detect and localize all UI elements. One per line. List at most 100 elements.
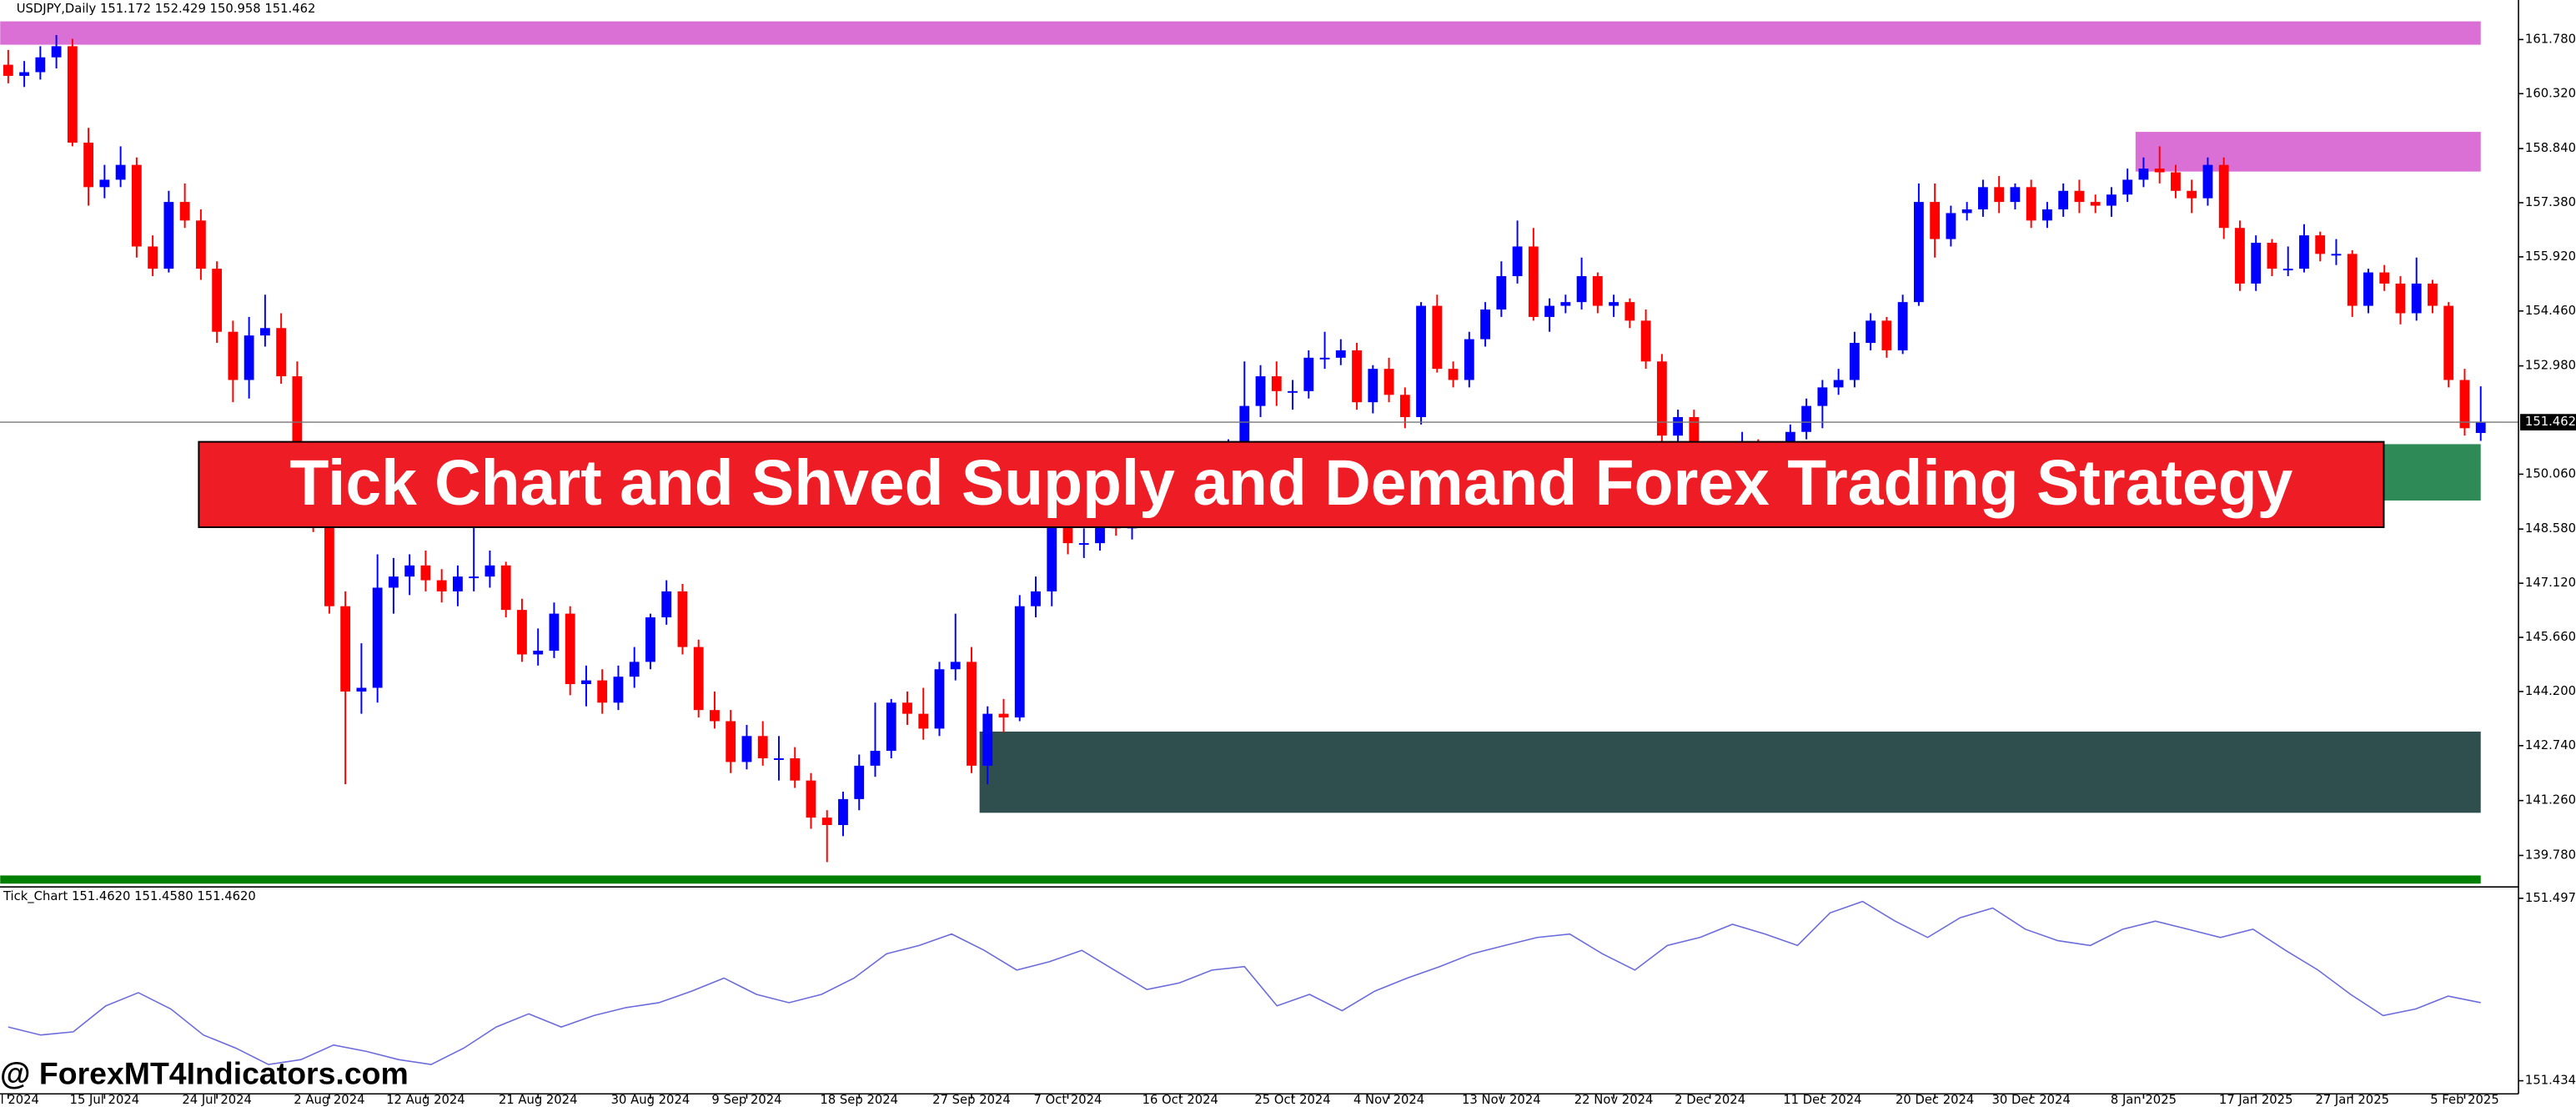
candle-body <box>967 662 977 766</box>
candle-body <box>324 502 334 606</box>
candle-body <box>2202 164 2213 199</box>
candle-body <box>1352 350 1362 403</box>
zone <box>979 731 2481 813</box>
candle-body <box>1078 543 1089 546</box>
candle-body <box>469 576 480 579</box>
candle-body <box>1978 187 1988 209</box>
candle-body <box>485 565 495 577</box>
candle-body <box>2138 169 2149 180</box>
candle-body <box>726 721 736 762</box>
x-tick-label: 30 Aug 2024 <box>611 1093 690 1107</box>
candle-body <box>1833 380 1844 388</box>
candle-body <box>1994 187 2005 203</box>
candle-body <box>2058 190 2069 209</box>
x-tick-label: 22 Nov 2024 <box>1574 1093 1654 1107</box>
last-price-box <box>2520 414 2576 430</box>
x-tick-label: 21 Aug 2024 <box>499 1093 578 1107</box>
indicator-readout: 151.4580 <box>134 889 193 903</box>
y-tick-label: 152.980 <box>2525 359 2576 373</box>
candle-body <box>1255 376 1266 406</box>
candle-body <box>1271 376 1282 391</box>
y-tick-label: 139.780 <box>2525 848 2576 862</box>
x-tick-label: 15 Jul 2024 <box>70 1093 140 1107</box>
candle-body <box>259 328 270 336</box>
candle-body <box>1576 276 1587 303</box>
candle-body <box>212 269 223 332</box>
candle-body <box>2459 380 2470 429</box>
close-readout: 151.462 <box>264 2 315 16</box>
candle-body <box>757 736 768 758</box>
candle-body <box>2251 243 2262 284</box>
candle-body <box>1512 246 1523 277</box>
y-tick-label: 160.320 <box>2525 86 2576 100</box>
y-tick-label: 147.120 <box>2525 576 2576 590</box>
last-price-label: 151.462 <box>2525 415 2576 429</box>
candle-body <box>1897 302 1908 350</box>
y-tick-label: 142.740 <box>2525 738 2576 752</box>
candle-body <box>1528 246 1539 317</box>
candle-body <box>372 587 383 688</box>
candle-body <box>1288 390 1298 393</box>
y-tick-label: 155.920 <box>2525 249 2576 264</box>
candle-body <box>886 702 896 752</box>
candle-body <box>2475 422 2486 433</box>
candle-body <box>67 46 78 143</box>
candle-body <box>1673 416 1684 436</box>
plot-layer: 161.780 160.320 158.840 157.380 155.920 154.4… <box>0 21 2576 1107</box>
zone <box>0 875 2481 884</box>
indicator-readout: 151.4620 <box>197 889 255 903</box>
candle-body <box>453 576 463 591</box>
candle-body <box>1560 302 1571 306</box>
watermark: @ ForexMT4Indicators.com <box>0 1055 409 1090</box>
banner-title: Tick Chart and Shved Supply and Demand F… <box>290 447 2293 519</box>
candle-body <box>2074 190 2085 203</box>
candle-body <box>1480 309 1490 340</box>
y-tick-label: 144.200 <box>2525 684 2576 698</box>
candle-body <box>35 57 46 73</box>
candle-body <box>597 680 608 703</box>
candle-body <box>1913 202 1924 303</box>
x-tick-label: 27 Sep 2024 <box>932 1093 1011 1107</box>
candle-body <box>1496 276 1507 310</box>
candle-body <box>1930 202 1941 239</box>
candle-body <box>195 220 206 269</box>
candle-body <box>533 651 544 655</box>
y-tick-label: 157.380 <box>2525 195 2576 209</box>
x-tick-label: 18 Sep 2024 <box>820 1093 898 1107</box>
candle-body <box>276 328 287 377</box>
candle-body <box>179 202 190 221</box>
candle-body <box>2379 272 2390 284</box>
candle-body <box>2363 272 2373 306</box>
open-readout: 151.172 <box>100 2 151 16</box>
x-tick-label: 30 Dec 2024 <box>1991 1093 2070 1107</box>
candle-body <box>2299 235 2309 269</box>
candle-body <box>2395 283 2406 314</box>
indicator-name: Tick_Chart <box>3 889 68 903</box>
candle-body <box>51 46 62 58</box>
x-tick-label: 2 Aug 2024 <box>294 1093 364 1107</box>
y-tick-label: 151.4979 <box>2525 891 2576 905</box>
candle-body <box>2218 164 2229 229</box>
x-tick-label: 11 Dec 2024 <box>1783 1093 1861 1107</box>
candle-body <box>292 376 303 477</box>
indicator-header: Tick_Chart 151.4620 151.4580 151.4620 <box>3 889 256 903</box>
candle-body <box>645 617 655 662</box>
y-tick-label: 158.840 <box>2525 141 2576 155</box>
x-tick-label: 25 Oct 2024 <box>1254 1093 1330 1107</box>
candle-body <box>549 613 560 652</box>
y-tick-label: 141.260 <box>2525 793 2576 808</box>
zone <box>0 21 2481 45</box>
candle-body <box>2026 187 2036 221</box>
candle-body <box>163 202 174 269</box>
candle-body <box>1383 369 1394 395</box>
candle-body <box>389 576 399 588</box>
candle-body <box>1335 350 1346 358</box>
candle-body <box>2443 305 2454 380</box>
zone <box>2376 444 2481 501</box>
candle-body <box>693 647 704 711</box>
candle-body <box>854 765 865 799</box>
candle-body <box>2122 179 2133 195</box>
x-tick-label: 4 Nov 2024 <box>1353 1093 1424 1107</box>
candle-body <box>148 246 158 269</box>
low-readout: 150.958 <box>210 2 261 16</box>
